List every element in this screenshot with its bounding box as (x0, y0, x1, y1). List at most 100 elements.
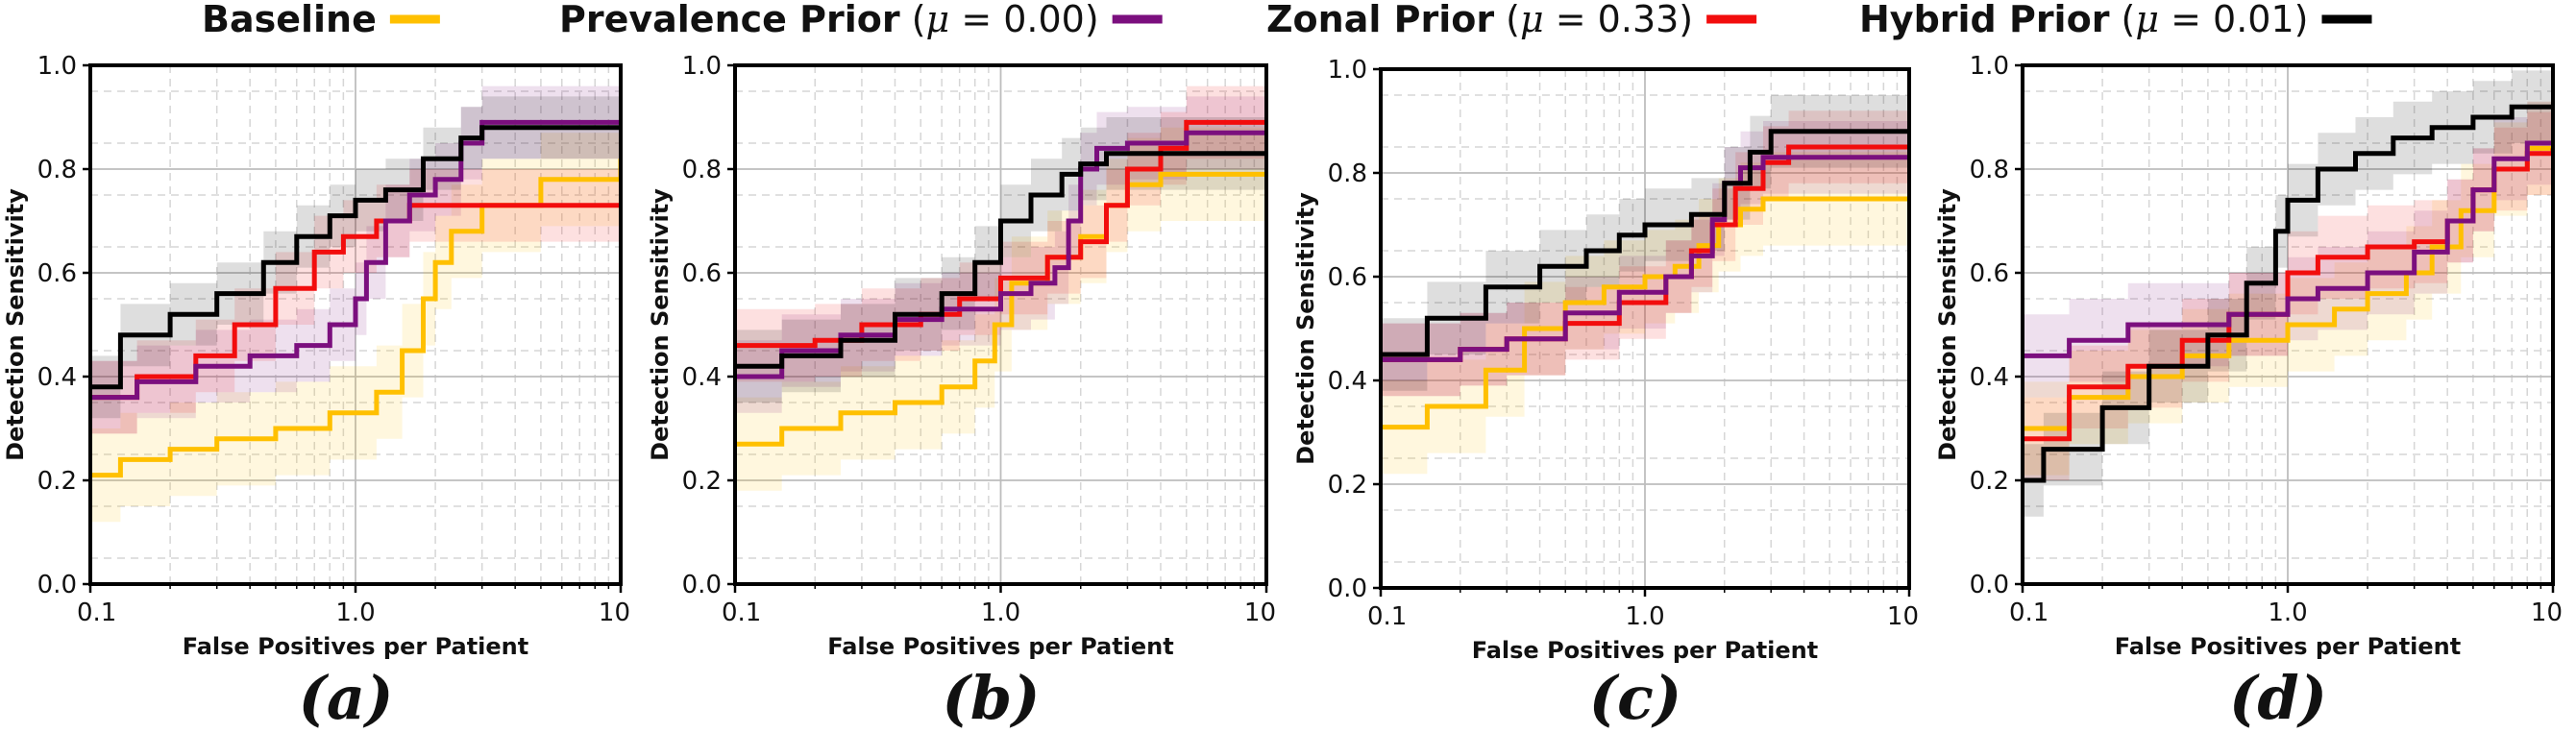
confidence-band-prevalence-prior (90, 86, 621, 434)
panel-d: 0.1 1.0 10 0.0 0.2 0.4 0.6 0.8 1.0 False Positive… (1934, 52, 2563, 733)
x-tick-label: 1.0 (1625, 602, 1664, 631)
y-tick-label: 1.0 (682, 52, 722, 81)
series-line-zonal-prior (735, 119, 1266, 349)
y-tick-label: 0.4 (37, 363, 77, 392)
series-line-zonal-prior (90, 203, 621, 401)
x-tick-label: 10 (1244, 599, 1276, 627)
legend-mu: μ (926, 0, 950, 40)
legend-name: Hybrid Prior (1859, 0, 2110, 40)
x-axis-label: False Positives per Patient (1472, 637, 1819, 664)
confidence-band-zonal-prior (735, 86, 1266, 382)
legend-mu-value: = 0.01 (2159, 0, 2294, 40)
confidence-band-hybrid-prior (1381, 95, 1909, 391)
confidence-band-baseline (1381, 152, 1909, 475)
ticks: 0.1 1.0 10 0.0 0.2 0.4 0.6 0.8 1.0 (1970, 52, 2563, 627)
x-axis-label: False Positives per Patient (2115, 633, 2462, 660)
y-tick-label: 0.2 (682, 467, 722, 496)
y-tick-label: 0.8 (1328, 159, 1367, 188)
grid (89, 64, 622, 585)
y-tick-label: 1.0 (1328, 56, 1367, 85)
legend-paren-close: ) (1085, 0, 1099, 40)
legend-label-baseline: Baseline (202, 0, 377, 40)
y-tick-label: 0.0 (1970, 571, 2009, 599)
plot-area (735, 86, 1266, 491)
series-line-baseline (1381, 196, 1909, 430)
x-tick-label: 0.1 (77, 599, 116, 627)
legend-item-prevalence-prior: Prevalence Prior (μ = 0.00) (559, 0, 1163, 40)
legend: Baseline Prevalence Prior (μ = 0.00) Zonal… (202, 0, 2372, 40)
legend-label-hybrid-prior: Hybrid Prior (μ = 0.01) (1859, 0, 2308, 40)
y-axis-label: Detection Sensitivity (647, 188, 674, 461)
plot-area (90, 86, 621, 523)
y-tick-label: 0.2 (37, 467, 77, 496)
series-line-hybrid-prior (1381, 129, 1909, 357)
legend-name: Baseline (202, 0, 377, 40)
legend-paren-close: ) (2294, 0, 2309, 40)
legend-paren-open: ( (1494, 0, 1520, 40)
legend-label-prevalence-prior: Prevalence Prior (μ = 0.00) (559, 0, 1099, 40)
x-tick-label: 0.1 (2009, 599, 2049, 627)
y-axis-label: Detection Sensitivity (1934, 188, 1961, 461)
y-tick-label: 0.4 (1328, 367, 1367, 396)
x-tick-label: 1.0 (2268, 599, 2307, 627)
panel-label: (b) (942, 663, 1040, 733)
y-tick-label: 0.8 (682, 156, 722, 184)
panel-c: 0.1 1.0 10 0.0 0.2 0.4 0.6 0.8 1.0 False Positive… (1292, 56, 1919, 733)
y-tick-label: 1.0 (1970, 52, 2009, 81)
legend-item-zonal-prior: Zonal Prior (μ = 0.33) (1266, 0, 1757, 40)
confidence-band-prevalence-prior (1381, 121, 1909, 397)
series-line-prevalence-prior (2023, 140, 2553, 358)
y-tick-label: 0.6 (1970, 259, 2009, 288)
legend-paren-close: ) (1679, 0, 1693, 40)
legend-paren-open: ( (900, 0, 926, 40)
x-tick-label: 1.0 (335, 599, 375, 627)
panel-b: 0.1 1.0 10 0.0 0.2 0.4 0.6 0.8 1.0 False Positive… (647, 52, 1276, 733)
legend-paren-open: ( (2109, 0, 2135, 40)
confidence-band-baseline (90, 111, 621, 523)
y-tick-label: 0.2 (1970, 467, 2009, 496)
y-tick-label: 0.6 (37, 259, 77, 288)
panel-a: 0.1 1.0 10 0.0 0.2 0.4 0.6 0.8 1.0 False Positive… (2, 52, 630, 733)
legend-mu-value: = 0.33 (1544, 0, 1680, 40)
legend-item-hybrid-prior: Hybrid Prior (μ = 0.01) (1859, 0, 2372, 40)
legend-label-zonal-prior: Zonal Prior (μ = 0.33) (1266, 0, 1693, 40)
ticks: 0.1 1.0 10 0.0 0.2 0.4 0.6 0.8 1.0 (37, 52, 630, 627)
y-tick-label: 0.8 (1970, 156, 2009, 184)
legend-mu-value: = 0.00 (949, 0, 1085, 40)
legend-item-baseline: Baseline (202, 0, 440, 40)
panel-label: (d) (2229, 663, 2327, 733)
panels: 0.1 1.0 10 0.0 0.2 0.4 0.6 0.8 1.0 False Positive… (2, 52, 2563, 733)
legend-name: Prevalence Prior (559, 0, 900, 40)
x-tick-label: 10 (2531, 599, 2563, 627)
x-axis-label: False Positives per Patient (183, 633, 529, 660)
x-tick-label: 10 (1887, 602, 1919, 631)
legend-mu: μ (2135, 0, 2159, 40)
ticks: 0.1 1.0 10 0.0 0.2 0.4 0.6 0.8 1.0 (1328, 56, 1919, 631)
y-tick-label: 0.8 (37, 156, 77, 184)
y-tick-label: 0.0 (682, 571, 722, 599)
series-line-hybrid-prior (2023, 104, 2553, 483)
legend-name: Zonal Prior (1266, 0, 1494, 40)
y-tick-label: 0.2 (1328, 471, 1367, 500)
y-axis-label: Detection Sensitivity (1292, 192, 1319, 465)
x-axis-label: False Positives per Patient (827, 633, 1174, 660)
plot-area (1381, 95, 1909, 475)
series-line-hybrid-prior (90, 125, 621, 390)
y-tick-label: 0.0 (37, 571, 77, 599)
y-tick-label: 0.4 (682, 363, 722, 392)
x-tick-label: 0.1 (722, 599, 761, 627)
plot-area (2023, 70, 2553, 517)
series-line-prevalence-prior (90, 119, 621, 401)
y-tick-label: 0.4 (1970, 363, 2009, 392)
series-line-baseline (90, 159, 621, 478)
series-line-baseline (2023, 145, 2553, 431)
panel-label: (a) (299, 663, 394, 733)
ticks: 0.1 1.0 10 0.0 0.2 0.4 0.6 0.8 1.0 (682, 52, 1276, 627)
y-axis-label: Detection Sensitivity (2, 188, 29, 461)
y-tick-label: 1.0 (37, 52, 77, 81)
confidence-band-zonal-prior (1381, 110, 1909, 397)
legend-mu: μ (1520, 0, 1544, 40)
y-tick-label: 0.0 (1328, 574, 1367, 603)
y-tick-label: 0.6 (682, 259, 722, 288)
